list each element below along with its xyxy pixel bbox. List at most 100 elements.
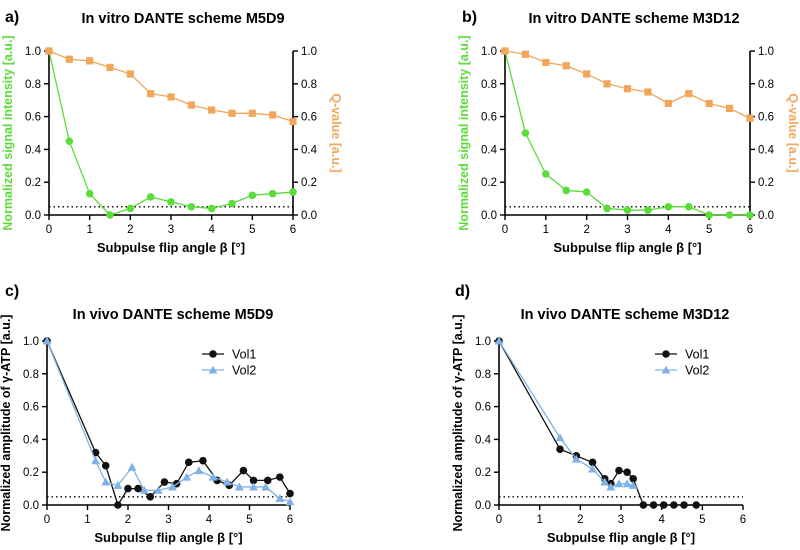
data-point-1 (106, 211, 114, 219)
data-point-1 (276, 473, 284, 481)
data-point-2 (234, 482, 244, 491)
y-tick-label: 0.0 (481, 210, 497, 222)
data-point-1 (588, 458, 597, 467)
data-point-2 (289, 117, 297, 126)
data-point-1 (101, 461, 110, 470)
data-point-1 (603, 204, 611, 213)
chart-panel-4: d) In vivo DANTE scheme M3D12 0 1 2 3 4 5 6 0.0 0.… (451, 283, 746, 545)
data-point-2 (228, 109, 236, 117)
y2-axis-label: Q-value [a.u.] (786, 93, 800, 172)
y2-tick-label: 0.6 (758, 112, 774, 124)
series-line-1 (48, 50, 294, 216)
data-point-1 (521, 129, 530, 137)
data-point-2 (571, 454, 581, 463)
data-point-1 (684, 203, 693, 211)
data-point-2 (153, 485, 163, 494)
x-tick-label: 0 (502, 224, 508, 236)
data-point-2 (113, 480, 123, 489)
legend-label: Vol2 (685, 364, 709, 378)
data-point-2 (106, 63, 114, 71)
data-point-2 (685, 90, 693, 98)
y-tick-label: 0.4 (481, 144, 498, 156)
data-point-1 (692, 501, 701, 509)
x-tick-label: 1 (86, 224, 92, 236)
series-line-1 (498, 340, 697, 506)
x-tick-label: 0 (496, 514, 502, 526)
data-point-1 (705, 211, 713, 219)
y-tick-label: 0.6 (25, 112, 41, 124)
data-point-1 (160, 478, 169, 486)
data-point-2 (208, 106, 216, 114)
data-point-2 (42, 336, 52, 345)
data-point-2 (600, 477, 610, 486)
y-tick-label: 0.8 (25, 79, 41, 91)
data-point-2 (644, 88, 652, 96)
y2-tick-label: 0.0 (301, 210, 317, 222)
data-point-1 (556, 445, 564, 454)
legend-marker (662, 350, 670, 358)
data-point-1 (649, 501, 658, 509)
y-tick-label: 0.4 (23, 434, 40, 446)
data-point-1 (239, 466, 248, 475)
data-point-2 (127, 462, 137, 471)
data-point-2 (562, 62, 570, 70)
data-point-1 (65, 137, 74, 145)
data-point-2 (126, 70, 134, 78)
data-point-1 (644, 206, 652, 214)
data-point-1 (228, 199, 236, 208)
data-point-1 (124, 484, 132, 493)
y-tick-label: 0.8 (475, 369, 491, 381)
data-point-2 (583, 70, 591, 78)
y2-tick-label: 0.2 (758, 177, 774, 189)
x-tick-label: 1 (543, 224, 549, 236)
y2-tick-label: 0.2 (301, 177, 317, 189)
chart-panel-1: a) In vitro DANTE scheme M5D9 0 1 2 3 4 5 6 0.0 0.… (1, 9, 343, 255)
x-tick-label: 1 (536, 514, 542, 526)
data-point-2 (588, 464, 597, 473)
y-tick-label: 0.0 (23, 500, 39, 512)
y-tick-label: 0.8 (481, 79, 497, 91)
x-axis-label: Subpulse flip angle β [°] (553, 240, 701, 255)
y-tick-label: 0.6 (481, 112, 497, 124)
y2-tick-label: 0.0 (758, 210, 774, 222)
data-point-1 (85, 189, 94, 198)
y2-tick-label: 0.4 (301, 144, 318, 156)
data-point-1 (680, 501, 688, 509)
y2-tick-label: 1.0 (301, 46, 317, 58)
y-axis-label: Normalized signal intensity [a.u.] (457, 35, 471, 230)
x-tick-label: 5 (706, 224, 712, 236)
data-point-2 (542, 58, 550, 67)
chart-title: In vitro DANTE scheme M5D9 (81, 11, 284, 27)
data-point-2 (606, 482, 616, 491)
panel-label: c) (5, 283, 19, 300)
data-point-2 (269, 111, 277, 119)
data-point-2 (501, 47, 509, 55)
data-point-2 (664, 99, 672, 108)
chart-panel-2: b) In vitro DANTE scheme M3D12 0 1 2 3 4 5 6 0.0 0… (457, 9, 800, 255)
data-point-2 (182, 472, 192, 481)
data-point-1 (184, 458, 193, 467)
data-point-1 (134, 484, 142, 493)
data-point-1 (126, 204, 135, 213)
data-point-1 (659, 501, 668, 509)
y-tick-label: 0.0 (475, 500, 491, 512)
data-point-1 (286, 489, 294, 498)
x-tick-label: 3 (624, 224, 630, 236)
chart-panel-3: c) In vivo DANTE scheme M5D9 0 1 2 3 4 5 6 0.0 0.2… (0, 283, 295, 545)
y-tick-label: 0.4 (25, 144, 42, 156)
data-point-2 (45, 47, 53, 55)
x-axis-label: Subpulse flip angle β [°] (97, 240, 245, 255)
x-tick-label: 3 (618, 514, 624, 526)
data-point-1 (725, 211, 734, 219)
x-tick-label: 6 (287, 514, 293, 526)
data-point-1 (629, 474, 637, 483)
legend-label: Vol1 (685, 348, 709, 362)
data-point-1 (146, 193, 155, 201)
data-point-1 (207, 204, 216, 213)
x-tick-label: 0 (44, 514, 50, 526)
y-tick-label: 0.0 (25, 210, 41, 222)
x-tick-label: 6 (740, 514, 746, 526)
data-point-2 (91, 456, 100, 465)
x-tick-label: 4 (658, 514, 665, 526)
chart-title: In vitro DANTE scheme M3D12 (528, 11, 739, 27)
